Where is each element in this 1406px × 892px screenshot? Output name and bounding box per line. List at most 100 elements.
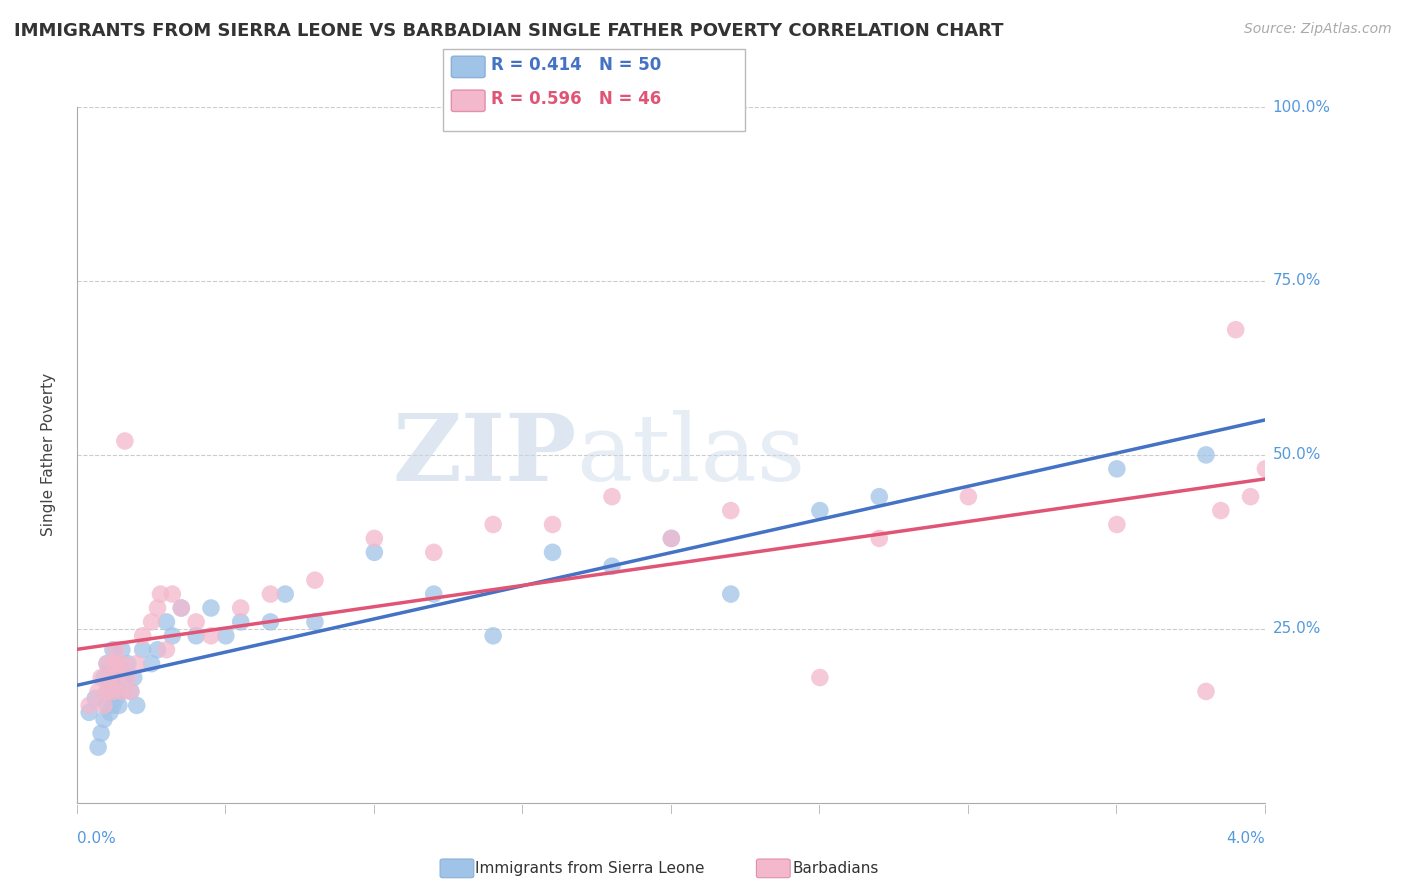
Point (720, 587, 742, 601)
Point (111, 642, 134, 657)
Point (170, 601, 193, 615)
Point (186, 615, 208, 629)
Point (1195, 684, 1218, 698)
Point (131, 642, 153, 657)
Point (600, 490, 623, 504)
Point (1209, 503, 1232, 517)
Point (808, 503, 831, 517)
Point (541, 545, 564, 559)
Point (98, 706, 121, 720)
Text: 0.0%: 0.0% (77, 831, 117, 846)
Text: R = 0.414   N = 50: R = 0.414 N = 50 (491, 56, 661, 74)
Point (957, 490, 980, 504)
Point (482, 517, 505, 532)
Point (1239, 490, 1261, 504)
Text: |: | (967, 805, 970, 814)
Point (125, 698, 148, 713)
Text: |: | (1115, 805, 1118, 814)
Point (101, 642, 124, 657)
Text: atlas: atlas (576, 410, 806, 500)
Point (808, 671, 831, 685)
Text: |: | (373, 805, 375, 814)
Point (155, 615, 177, 629)
Point (146, 601, 169, 615)
Point (120, 684, 142, 698)
Text: 25.0%: 25.0% (1272, 622, 1320, 636)
Point (141, 657, 163, 671)
Point (117, 657, 139, 671)
Point (120, 684, 142, 698)
Point (155, 642, 177, 657)
Point (141, 615, 163, 629)
Point (304, 573, 326, 587)
Point (96, 698, 118, 713)
Point (131, 629, 153, 643)
Text: |: | (225, 805, 228, 814)
Point (108, 698, 131, 713)
Text: |: | (818, 805, 821, 814)
Point (114, 434, 136, 448)
Point (104, 642, 127, 657)
Text: 75.0%: 75.0% (1272, 274, 1320, 288)
Point (98, 671, 121, 685)
Point (363, 545, 385, 559)
Point (363, 532, 385, 546)
Point (186, 629, 208, 643)
Point (101, 698, 124, 713)
Point (108, 657, 131, 671)
Point (90, 671, 112, 685)
Point (96, 657, 118, 671)
Text: ZIP: ZIP (392, 410, 576, 500)
Point (93, 698, 115, 713)
Point (96, 657, 118, 671)
Point (101, 684, 124, 698)
Point (200, 601, 222, 615)
Point (162, 629, 184, 643)
Point (162, 587, 184, 601)
Y-axis label: Single Father Poverty: Single Father Poverty (42, 374, 56, 536)
Point (229, 615, 252, 629)
Point (1195, 448, 1218, 462)
Point (104, 671, 127, 685)
Point (1105, 517, 1128, 532)
Point (868, 490, 890, 504)
Point (274, 587, 297, 601)
Point (77, 706, 100, 720)
Point (108, 657, 131, 671)
Text: |: | (76, 805, 79, 814)
Point (1254, 462, 1277, 476)
Text: Immigrants from Sierra Leone: Immigrants from Sierra Leone (475, 861, 704, 876)
Point (96, 684, 118, 698)
Point (868, 532, 890, 546)
Text: 50.0%: 50.0% (1272, 448, 1320, 462)
Point (96, 684, 118, 698)
Point (77, 698, 100, 713)
Text: |: | (669, 805, 673, 814)
Point (149, 587, 172, 601)
Point (111, 684, 134, 698)
Point (720, 503, 742, 517)
Text: IMMIGRANTS FROM SIERRA LEONE VS BARBADIAN SINGLE FATHER POVERTY CORRELATION CHAR: IMMIGRANTS FROM SIERRA LEONE VS BARBADIA… (14, 22, 1004, 40)
Point (104, 691, 127, 706)
Point (98, 664, 121, 678)
Point (111, 684, 134, 698)
Text: Source: ZipAtlas.com: Source: ZipAtlas.com (1244, 22, 1392, 37)
Point (87, 740, 110, 755)
Point (104, 671, 127, 685)
Point (101, 657, 124, 671)
Point (87, 684, 110, 698)
Point (122, 671, 145, 685)
Point (215, 629, 238, 643)
Point (117, 671, 139, 685)
Point (146, 642, 169, 657)
Point (661, 532, 683, 546)
Point (423, 545, 446, 559)
Point (98, 677, 121, 691)
Point (84, 691, 107, 706)
Point (259, 587, 281, 601)
Point (541, 517, 564, 532)
Point (1105, 462, 1128, 476)
Point (259, 615, 281, 629)
Point (114, 671, 136, 685)
Point (600, 559, 623, 574)
